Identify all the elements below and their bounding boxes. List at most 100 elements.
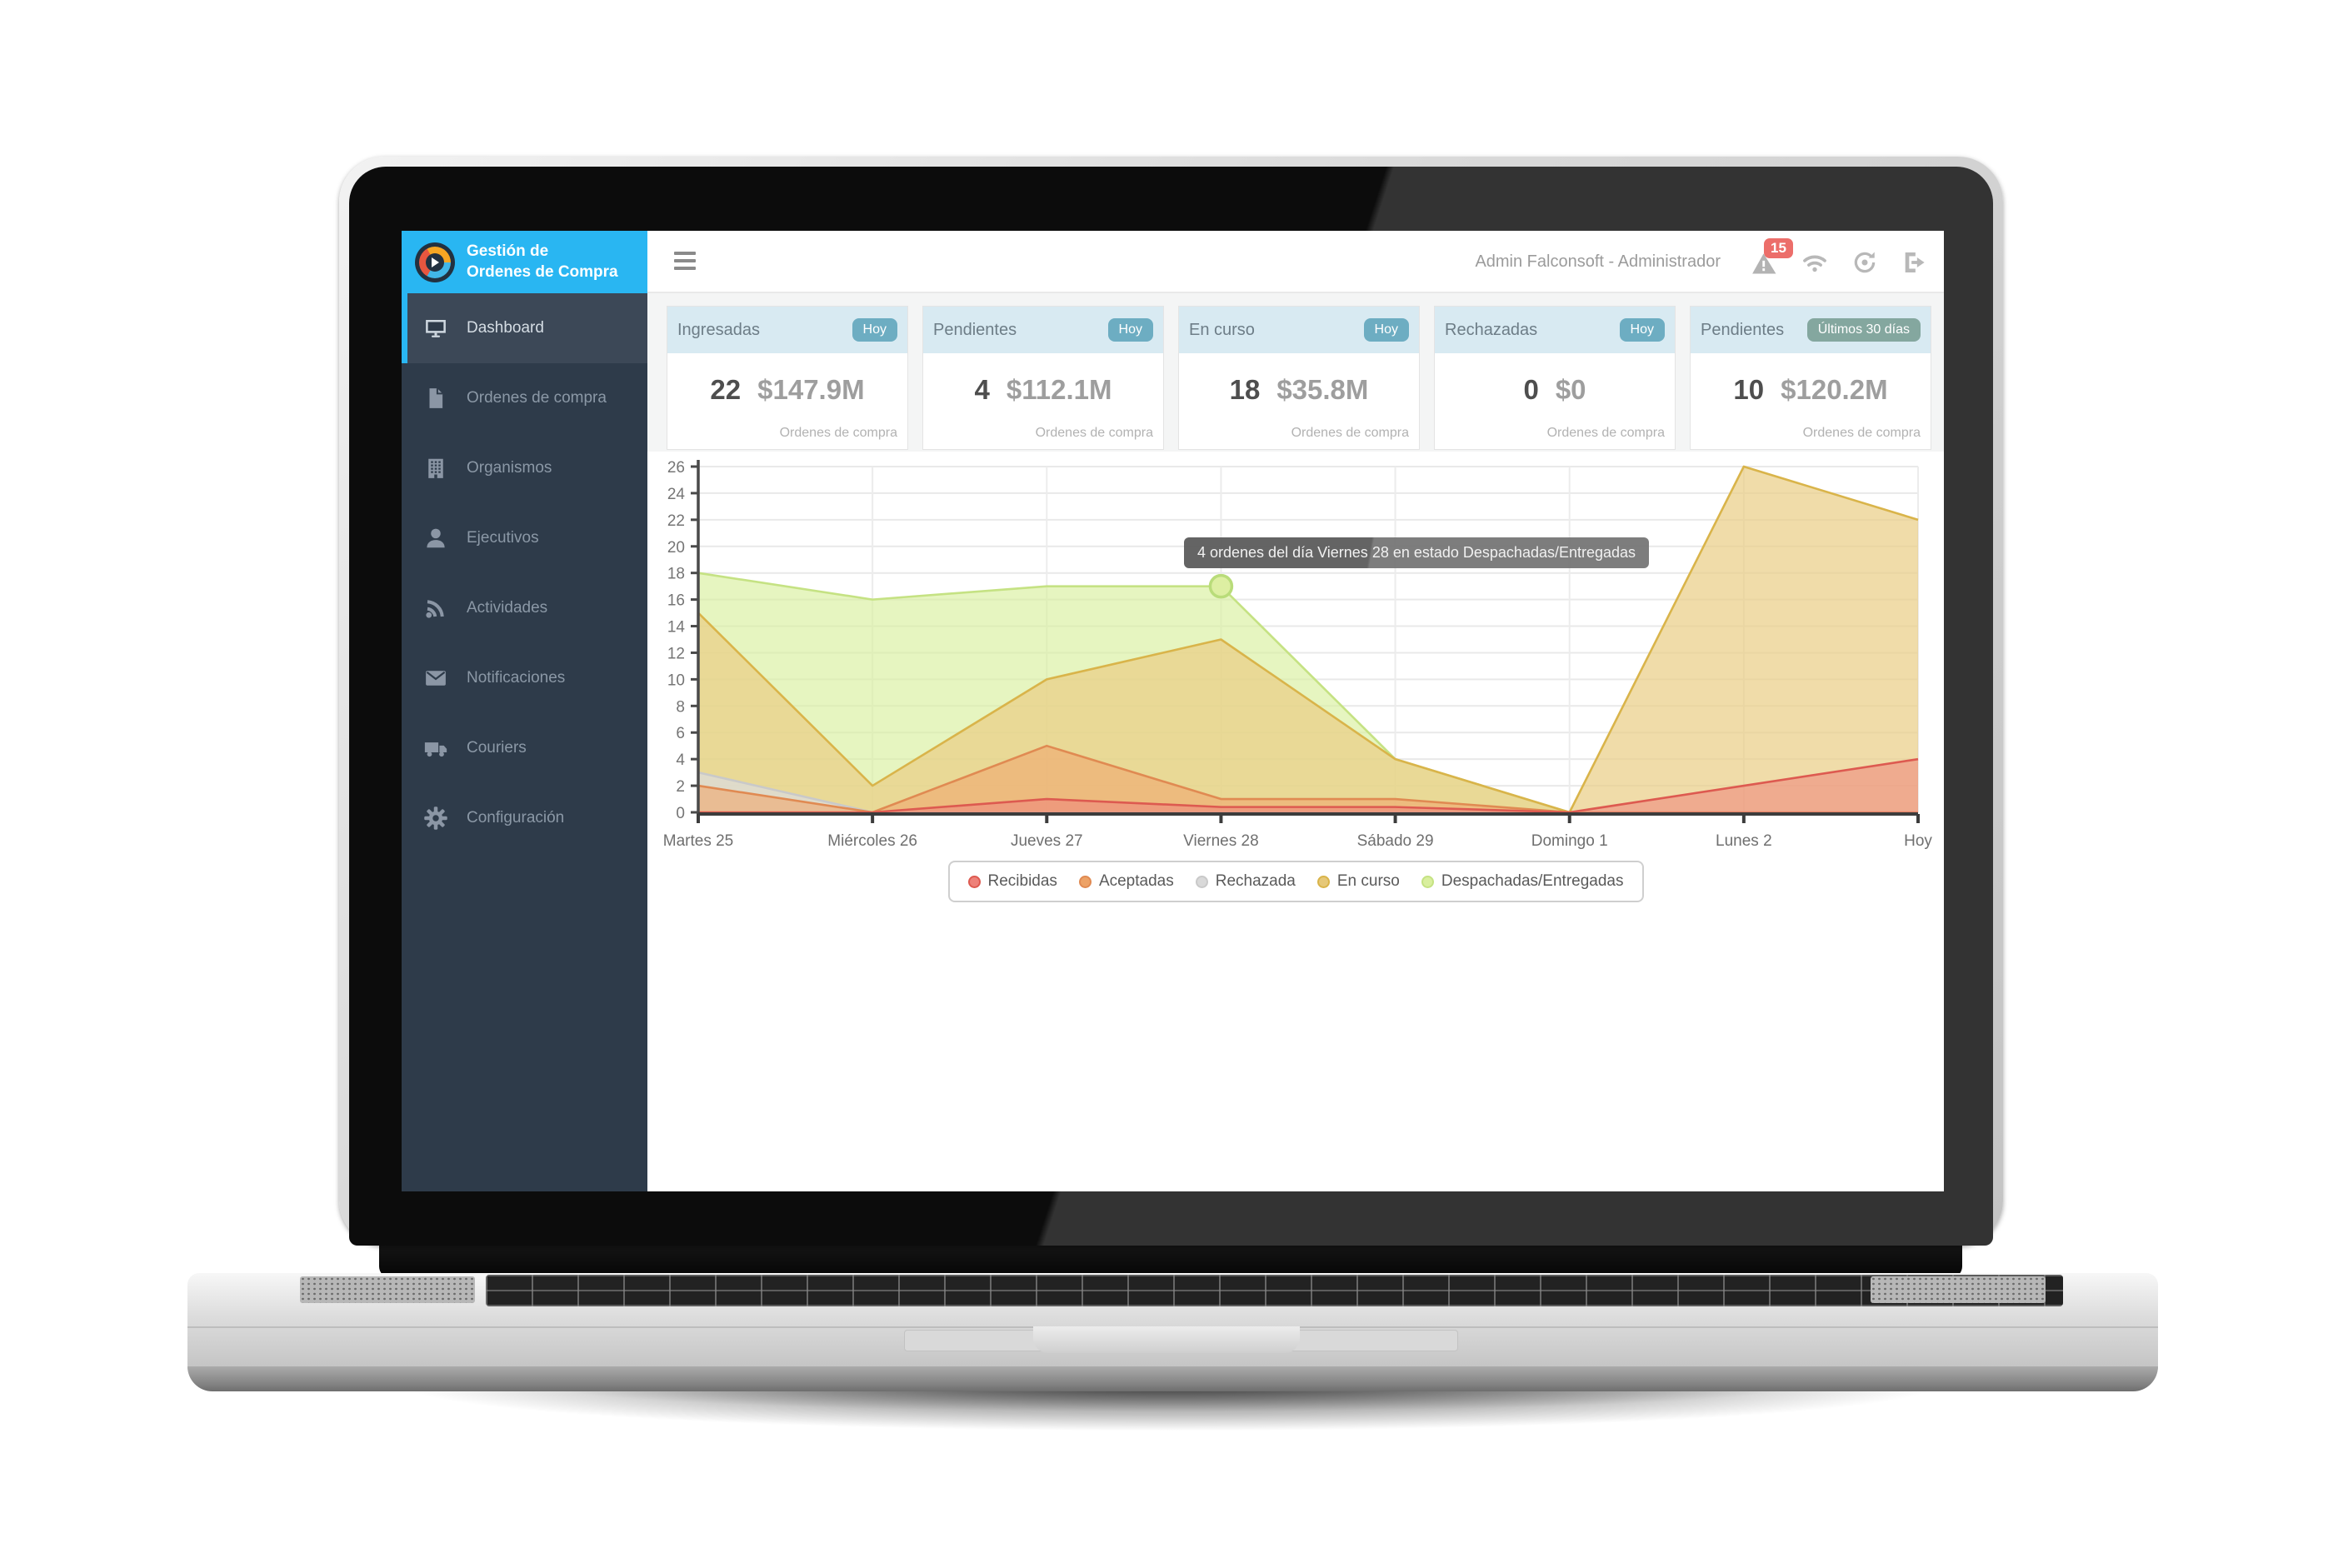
svg-text:18: 18 [667,566,685,583]
stat-card-title: Ingresadas [677,320,760,339]
stat-card-period-badge: Hoy [1107,318,1153,342]
sync-icon[interactable] [1851,248,1879,277]
stat-card-header: En curso Hoy [1179,307,1419,353]
navbar-right: Admin Falconsoft - Administrador 15 [1475,231,1929,293]
sidebar-item-dashboard[interactable]: Dashboard [402,293,647,363]
stat-card: Rechazadas Hoy 0 $0 Ordenes de compra [1434,306,1676,450]
stat-card-body: 10 $120.2M [1691,353,1931,426]
legend-label: Despachadas/Entregadas [1441,872,1624,890]
stat-card-title: En curso [1189,320,1255,339]
legend-item-aceptadas[interactable]: Aceptadas [1078,872,1174,891]
menu-toggle-button[interactable] [674,252,696,274]
svg-text:6: 6 [676,725,685,742]
svg-text:4: 4 [676,752,685,769]
stat-card-footer-label: Ordenes de compra [1546,426,1665,440]
stat-card: Ingresadas Hoy 22 $147.9M Ordenes de com… [667,306,908,450]
stat-card-period-badge: Hoy [1619,318,1665,342]
svg-text:Lunes 2: Lunes 2 [1716,832,1772,850]
sidebar-item-organismos[interactable]: Organismos [402,433,647,503]
sidebar-item-ejecutivos[interactable]: Ejecutivos [402,503,647,573]
svg-text:12: 12 [667,645,685,662]
legend-dot [967,875,981,888]
stat-card-header: Pendientes Hoy [923,307,1163,353]
sidebar-item-label: Ordenes de compra [467,389,607,407]
laptop-lid-notch [1033,1326,1300,1353]
stat-card-header: Rechazadas Hoy [1435,307,1675,353]
stat-card-header: Pendientes Últimos 30 días [1691,307,1931,353]
stat-card-title: Rechazadas [1445,320,1538,339]
stat-card-amount: $35.8M [1276,373,1369,405]
laptop-keyboard-deck [187,1273,2158,1371]
app-window: Gestión de Ordenes de Compra Dashboard Or… [402,231,1944,1191]
legend-item-rechazada[interactable]: Rechazada [1195,872,1296,891]
stat-card-body: 4 $112.1M [923,353,1163,426]
svg-text:24: 24 [667,486,686,503]
notification-count-badge: 15 [1764,237,1793,258]
stat-card: Pendientes Hoy 4 $112.1M Ordenes de comp… [922,306,1164,450]
svg-text:10: 10 [667,672,685,689]
svg-text:2: 2 [676,778,685,796]
stat-card-amount: $120.2M [1781,373,1888,405]
sidebar-item-actividades[interactable]: Actividades [402,573,647,643]
wifi-icon[interactable] [1801,248,1829,277]
alert-triangle-icon[interactable]: 15 [1751,237,1793,277]
sidebar-item-label: Dashboard [467,319,544,337]
file-icon [423,386,448,411]
user-label: Admin Falconsoft - Administrador [1475,252,1721,271]
chart-legend: Recibidas Aceptadas Rechazada En curso Despa… [947,861,1644,902]
stat-card-count: 22 [710,373,742,405]
sidebar-item-label: Organismos [467,459,552,477]
monitor-icon [423,316,448,341]
envelope-icon [423,666,448,691]
svg-text:22: 22 [667,512,685,530]
legend-label: En curso [1336,872,1400,890]
truck-icon [423,736,448,761]
stat-card-footer-label: Ordenes de compra [1291,426,1409,440]
svg-text:26: 26 [667,459,685,477]
svg-text:0: 0 [676,805,685,822]
stat-card-amount: $147.9M [757,373,865,405]
logout-icon[interactable] [1901,248,1929,277]
laptop-bottom-edge [187,1366,2158,1391]
chart-panel: 0 2 4 6 8 10 12 14 16 18 20 22 24 26 Martes 25 Miércole… [647,452,1944,1191]
svg-text:20: 20 [667,539,685,557]
legend-row: Recibidas Aceptadas Rechazada En curso Despa… [647,861,1944,902]
person-icon [423,526,448,551]
gear-icon [423,806,448,831]
brand-title: Gestión de Ordenes de Compra [467,242,618,281]
stat-card-title: Pendientes [933,320,1017,339]
stat-card-period-badge: Hoy [1363,318,1409,342]
brand-header: Gestión de Ordenes de Compra [402,231,647,293]
stat-card-amount: $112.1M [1006,373,1112,405]
sidebar-item-ordenes-de-compra[interactable]: Ordenes de compra [402,363,647,433]
stat-card-count: 4 [974,373,990,405]
sidebar-item-configuraci-n[interactable]: Configuración [402,783,647,853]
svg-text:Jueves 27: Jueves 27 [1011,832,1083,850]
stat-card-footer-label: Ordenes de compra [1035,426,1153,440]
legend-item-despachadas-entregadas[interactable]: Despachadas/Entregadas [1421,872,1624,891]
sidebar: Gestión de Ordenes de Compra Dashboard Or… [402,231,647,1191]
legend-dot [1195,875,1208,888]
legend-label: Recibidas [987,872,1057,890]
sidebar-item-label: Actividades [467,599,548,617]
top-navbar: Admin Falconsoft - Administrador 15 [647,231,1944,293]
svg-text:14: 14 [667,619,686,637]
svg-text:Miércoles 26: Miércoles 26 [827,832,917,850]
legend-item-recibidas[interactable]: Recibidas [967,872,1057,891]
stat-card-title: Pendientes [1701,320,1785,339]
stat-card-count: 18 [1229,373,1261,405]
sidebar-item-label: Couriers [467,739,527,757]
legend-label: Rechazada [1215,872,1296,890]
laptop-keyboard [486,1275,2063,1306]
svg-text:Hoy: Hoy [1904,832,1932,850]
stat-card-body: 0 $0 [1435,353,1675,426]
svg-text:16: 16 [667,592,685,610]
legend-dot [1421,875,1434,888]
rss-icon [423,596,448,621]
sidebar-item-couriers[interactable]: Couriers [402,713,647,783]
svg-text:Martes 25: Martes 25 [663,832,733,850]
legend-item-en-curso[interactable]: En curso [1316,872,1400,891]
sidebar-item-notificaciones[interactable]: Notificaciones [402,643,647,713]
laptop-speaker-right [1871,1276,2046,1303]
